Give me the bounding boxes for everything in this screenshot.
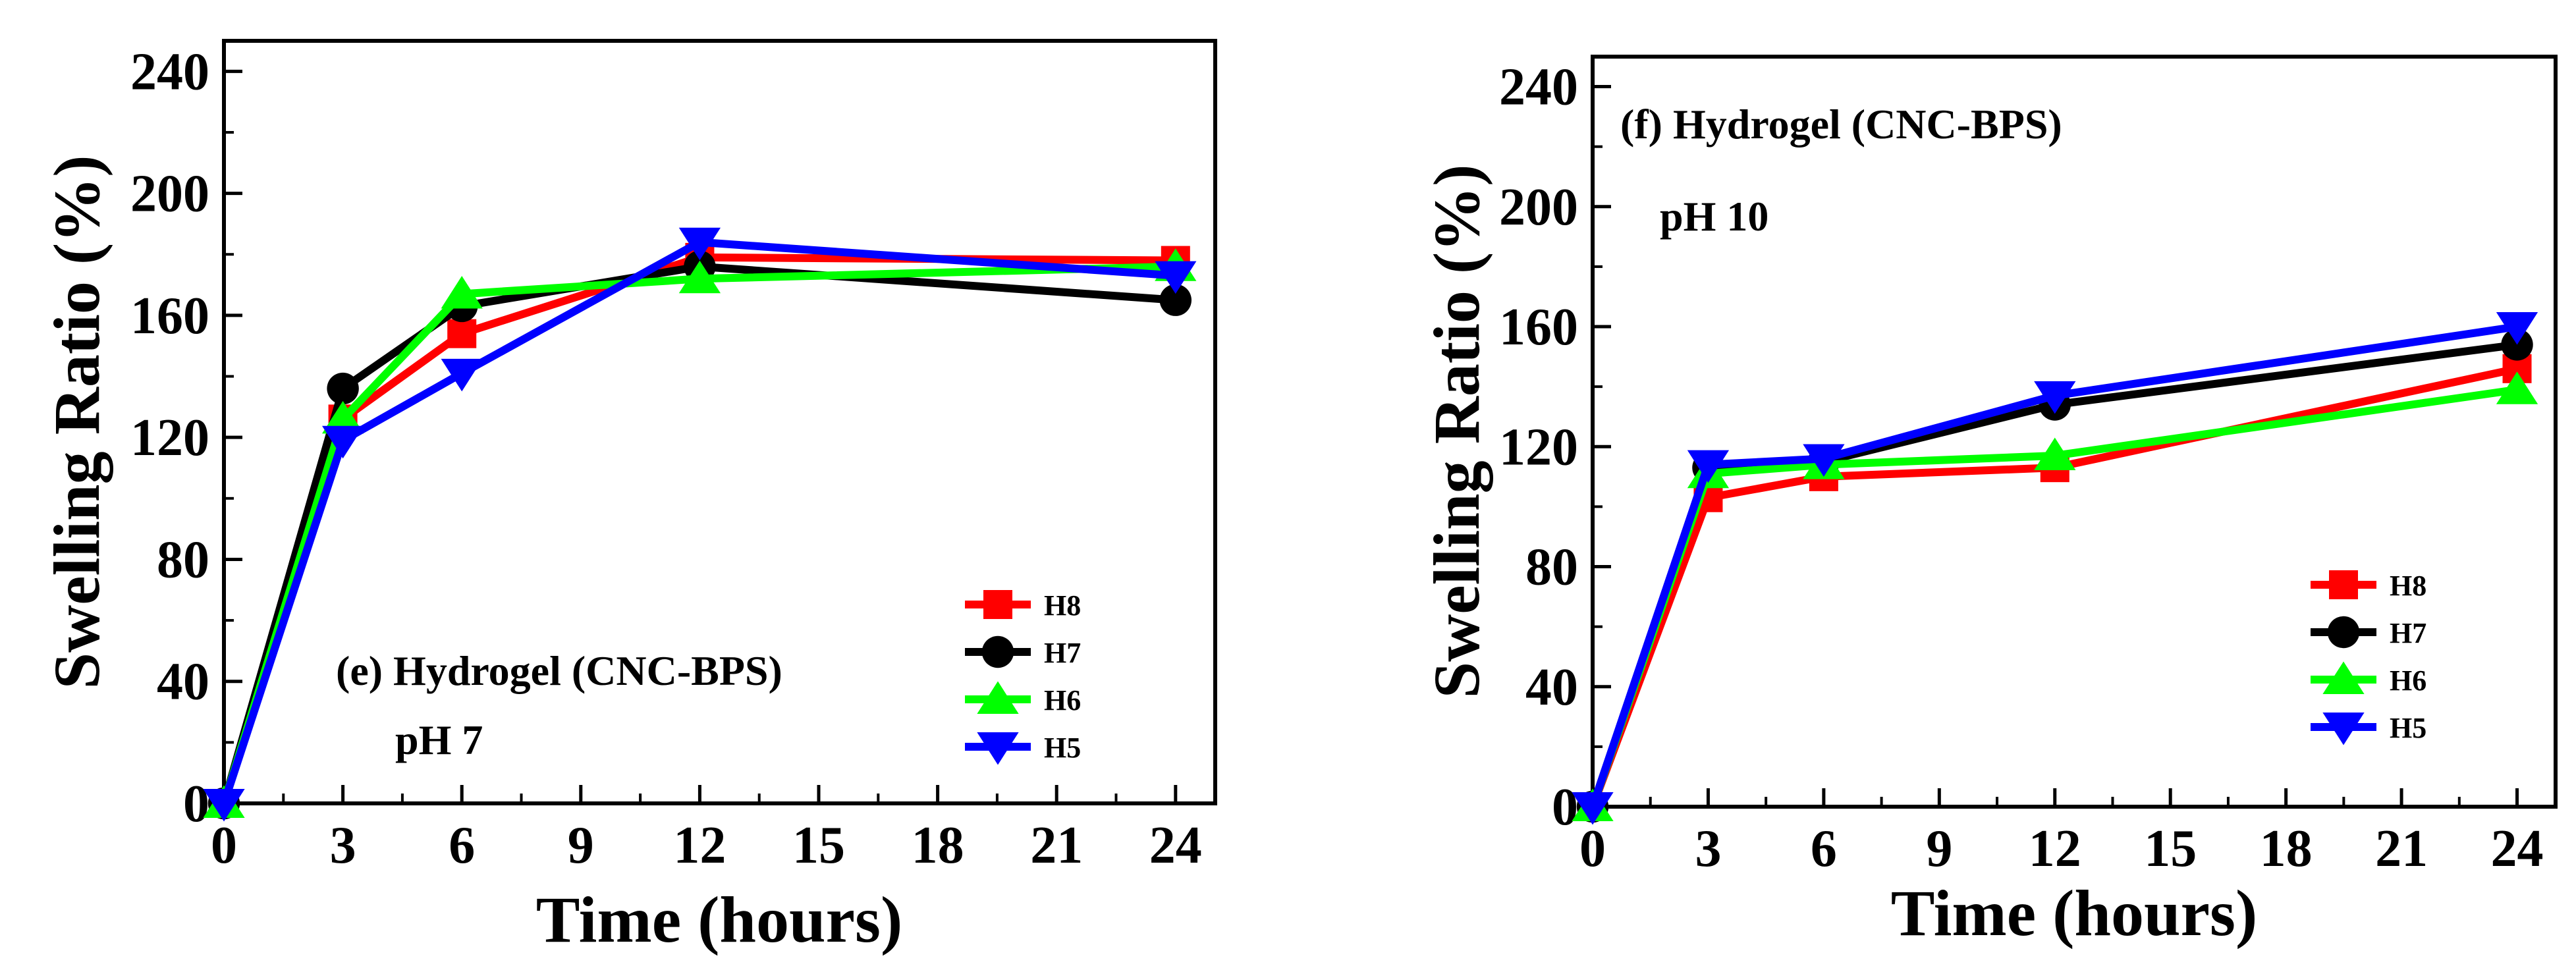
legend-marker-h6 xyxy=(977,681,1019,714)
y-tick-label: 240 xyxy=(130,43,209,101)
x-tick-label: 18 xyxy=(912,817,964,875)
legend-marker-h7 xyxy=(981,635,1014,668)
x-tick-label: 0 xyxy=(1579,820,1606,878)
series-line-h5 xyxy=(220,238,1176,805)
x-tick-label: 21 xyxy=(2375,820,2428,878)
legend: H8 H7 H6 H5 xyxy=(2311,570,2426,745)
legend: H8 H7 H6 H5 xyxy=(965,589,1081,765)
x-tick-label: 0 xyxy=(211,817,237,875)
x-tick-label: 6 xyxy=(449,817,475,875)
legend-label-h5: H5 xyxy=(1044,732,1081,764)
condition-label: pH 10 xyxy=(1660,193,1768,240)
y-tick-label: 160 xyxy=(130,287,209,345)
y-tick-label: 0 xyxy=(1552,778,1578,836)
x-tick-label: 3 xyxy=(1695,820,1721,878)
legend-label-h8: H8 xyxy=(2390,570,2426,602)
series-line-h6 xyxy=(220,262,1176,805)
series-line-h8 xyxy=(220,253,1176,805)
x-tick-label: 21 xyxy=(1030,817,1083,875)
x-axis-title: Time (hours) xyxy=(536,883,903,956)
x-tick-label: 9 xyxy=(1926,820,1952,878)
legend-label-h5: H5 xyxy=(2390,712,2426,744)
y-tick-label: 80 xyxy=(1525,539,1578,597)
panel-annotation: (e) Hydrogel (CNC-BPS) xyxy=(336,647,782,694)
data-point-h5 xyxy=(1803,444,1845,477)
x-tick-label: 15 xyxy=(792,817,845,875)
y-tick-label: 200 xyxy=(130,165,209,223)
data-point-h5 xyxy=(1572,792,1614,825)
y-tick-label: 40 xyxy=(157,653,209,711)
y-tick-label: 80 xyxy=(157,531,209,589)
panel-annotation: (f) Hydrogel (CNC-BPS) xyxy=(1620,101,2062,148)
data-point-h8 xyxy=(447,319,477,348)
series-line-h8 xyxy=(1589,364,2518,809)
y-tick-label: 40 xyxy=(1525,659,1578,716)
y-tick-label: 120 xyxy=(130,409,209,467)
data-point-h7 xyxy=(1159,284,1192,316)
data-point-h5 xyxy=(441,358,483,392)
legend-marker-h6 xyxy=(2322,661,2365,694)
series-layer xyxy=(203,227,1197,822)
data-point-h6 xyxy=(2034,437,2076,470)
y-tick-label: 200 xyxy=(1499,178,1578,236)
x-tick-label: 12 xyxy=(673,817,726,875)
x-tick-label: 24 xyxy=(2491,820,2544,878)
legend-label-h8: H8 xyxy=(1044,589,1081,622)
data-point-h6 xyxy=(321,400,364,434)
x-tick-label: 3 xyxy=(330,817,356,875)
data-point-h5 xyxy=(1155,261,1197,294)
data-point-h5 xyxy=(1687,450,1730,483)
data-point-h5 xyxy=(2034,381,2076,414)
x-tick-label: 6 xyxy=(1811,820,1837,878)
y-axis-title: Swelling Ratio (%) xyxy=(40,155,113,689)
data-point-h5 xyxy=(2496,312,2538,345)
x-tick-label: 24 xyxy=(1149,817,1202,875)
legend-marker-h8 xyxy=(2329,570,2358,599)
condition-label: pH 7 xyxy=(395,716,483,763)
x-axis-title: Time (hours) xyxy=(1891,876,2258,950)
axis-ticks xyxy=(222,69,1178,805)
x-tick-label: 9 xyxy=(568,817,594,875)
legend-label-h7: H7 xyxy=(1044,637,1081,669)
y-tick-label: 0 xyxy=(183,775,209,833)
y-tick-label: 120 xyxy=(1499,418,1578,476)
x-tick-label: 12 xyxy=(2029,820,2081,878)
legend-marker-h5 xyxy=(2322,713,2365,745)
legend-marker-h7 xyxy=(2327,616,2360,649)
legend-marker-h5 xyxy=(977,732,1019,765)
series-line-h7 xyxy=(220,262,1176,805)
data-point-h6 xyxy=(678,260,721,294)
legend-label-h6: H6 xyxy=(1044,684,1081,716)
data-point-h7 xyxy=(327,372,359,405)
y-tick-label: 160 xyxy=(1499,298,1578,356)
data-point-h5 xyxy=(321,425,364,459)
plot-frame xyxy=(1591,55,2558,809)
data-point-h6 xyxy=(441,275,483,309)
legend-marker-h8 xyxy=(983,590,1012,619)
legend-label-h6: H6 xyxy=(2390,664,2426,697)
x-tick-label: 15 xyxy=(2144,820,2197,878)
series-layer xyxy=(1572,312,2538,825)
y-axis-title: Swelling Ratio (%) xyxy=(1420,164,1493,698)
plot-frame xyxy=(222,39,1217,805)
x-tick-label: 18 xyxy=(2260,820,2313,878)
data-point-h6 xyxy=(2496,371,2538,404)
legend-label-h7: H7 xyxy=(2390,617,2426,649)
data-point-h5 xyxy=(678,227,721,261)
y-tick-label: 240 xyxy=(1499,59,1578,117)
data-point-h5 xyxy=(203,789,245,822)
